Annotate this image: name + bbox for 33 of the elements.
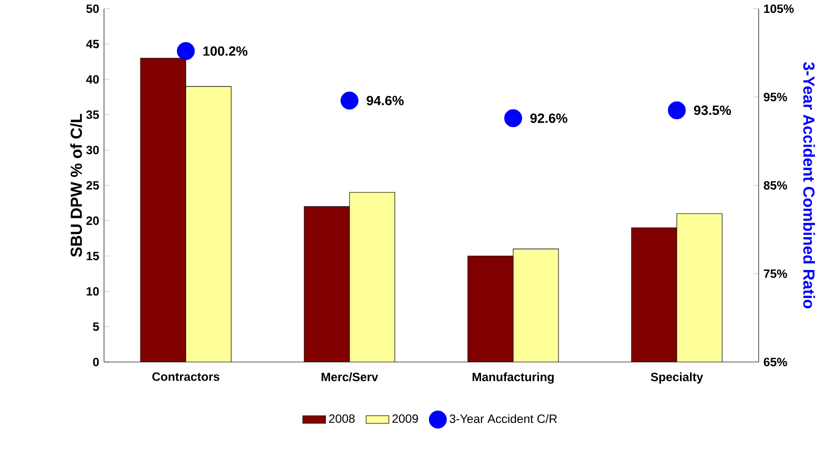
x-tick-label: Manufacturing: [472, 372, 554, 384]
y-tick-label: 25: [86, 181, 99, 190]
y-tick-label: 45: [86, 40, 99, 48]
data-label: 93.5%: [694, 106, 731, 116]
y2-tick-label: 105%: [764, 4, 794, 13]
y-tick-label: 30: [86, 146, 99, 154]
x-tick-label: Specialty: [650, 372, 704, 384]
point: [176, 42, 195, 60]
point: [504, 109, 522, 128]
y-tick-label: 20: [86, 216, 99, 225]
y-tick-label: 10: [86, 287, 99, 296]
data-label: 100.2%: [203, 46, 248, 56]
data-label: 92.6%: [530, 114, 568, 123]
point: [340, 92, 358, 110]
y2-axis-title: 3-Year Accident Combined Ratio: [803, 62, 815, 308]
y-tick-label: 0: [93, 358, 99, 366]
y-tick-label: 15: [86, 252, 99, 260]
y-tick-label: 5: [93, 322, 99, 331]
legend-label: 3-Year Accident C/R: [450, 414, 557, 424]
legend-label: 2008: [329, 414, 355, 423]
y-tick-label: 40: [86, 75, 99, 84]
y2-tick-label: 65%: [764, 358, 788, 366]
y-tick-label: 50: [86, 4, 99, 13]
x-tick-label: Contractors: [152, 372, 220, 381]
x-tick-label: Merc/Serv: [322, 372, 378, 382]
y-tick-label: 35: [86, 110, 99, 119]
y2-tick-label: 95%: [764, 92, 788, 102]
data-label: 94.6%: [366, 96, 404, 106]
legend-label: 2009: [392, 414, 418, 423]
y2-tick-label: 75%: [764, 269, 788, 278]
y2-tick-label: 85%: [764, 181, 788, 190]
point: [668, 101, 686, 120]
y-axis-title: SBU DPW % of C/L: [70, 114, 82, 257]
